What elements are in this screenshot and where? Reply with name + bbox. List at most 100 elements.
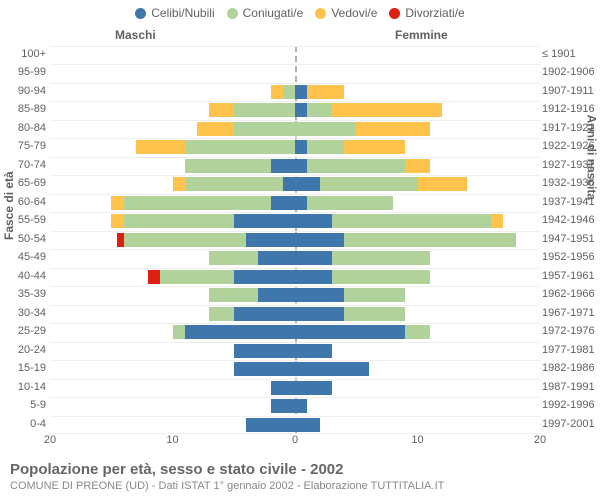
bar-male [117,233,295,247]
legend-label: Celibi/Nubili [151,6,214,20]
bar-segment [148,270,160,284]
bar-female [295,177,467,191]
bar-segment [295,270,332,284]
bar-segment [295,233,344,247]
age-row: 100+≤ 1901 [50,46,540,64]
age-label: 100+ [0,48,46,60]
age-row: 10-141987-1991 [50,379,540,397]
bar-segment [295,399,307,413]
x-tick-label: 20 [534,434,546,446]
age-row: 50-541947-1951 [50,231,540,249]
bar-segment [246,233,295,247]
bar-female [295,85,344,99]
bar-female [295,418,320,432]
bar-segment [295,122,356,136]
bar-segment [307,85,344,99]
age-label: 0-4 [0,418,46,430]
bar-segment [160,270,234,284]
age-label: 85-89 [0,103,46,115]
bar-segment [295,251,332,265]
legend-item: Vedovi/e [315,6,377,20]
bar-segment [111,196,123,210]
bar-female [295,362,369,376]
legend-label: Coniugati/e [243,6,304,20]
bar-segment [234,214,295,228]
bar-segment [124,196,271,210]
bar-segment [173,325,185,339]
bar-segment [295,362,369,376]
age-label: 35-39 [0,288,46,300]
age-row: 45-491952-1956 [50,249,540,267]
bar-segment [307,159,405,173]
bar-female [295,233,516,247]
age-label: 15-19 [0,362,46,374]
chart-container: Celibi/Nubili Coniugati/e Vedovi/e Divorzia… [0,0,600,500]
birth-year-label: 1937-1941 [542,196,598,208]
legend-item: Divorziati/e [389,6,464,20]
bar-segment [491,214,503,228]
bar-segment [234,270,295,284]
bar-segment [234,344,295,358]
bar-segment [405,159,430,173]
bar-segment [197,122,234,136]
bar-male [173,177,296,191]
bar-segment [332,214,491,228]
plot-area: 100+≤ 190195-991902-190690-941907-191185… [50,46,540,434]
bar-segment [344,233,516,247]
bar-segment [209,307,234,321]
bar-male [271,85,296,99]
bar-segment [295,307,344,321]
birth-year-label: 1957-1961 [542,270,598,282]
bar-segment [295,159,307,173]
bar-female [295,381,332,395]
age-label: 60-64 [0,196,46,208]
bar-segment [295,344,332,358]
age-label: 95-99 [0,66,46,78]
bar-segment [283,85,295,99]
x-tick-label: 10 [411,434,423,446]
legend-label: Vedovi/e [331,6,377,20]
legend-label: Divorziati/e [405,6,464,20]
bar-segment [246,418,295,432]
age-label: 5-9 [0,399,46,411]
bar-female [295,251,430,265]
birth-year-label: 1997-2001 [542,418,598,430]
bar-segment [185,325,295,339]
age-row: 90-941907-1911 [50,83,540,101]
bar-male [111,214,295,228]
bar-segment [295,196,307,210]
age-row: 80-841917-1921 [50,120,540,138]
birth-year-label: 1917-1921 [542,122,598,134]
birth-year-label: 1962-1966 [542,288,598,300]
bar-segment [234,307,295,321]
bar-female [295,196,393,210]
male-label: Maschi [115,28,156,42]
bar-segment [185,177,283,191]
age-row: 5-91992-1996 [50,397,540,415]
bar-segment [320,177,418,191]
legend-swatch [389,8,400,19]
bar-female [295,399,307,413]
bar-segment [344,288,405,302]
bar-segment [283,177,295,191]
bar-female [295,325,430,339]
birth-year-label: 1992-1996 [542,399,598,411]
age-row: 55-591942-1946 [50,212,540,230]
birth-year-label: 1952-1956 [542,251,598,263]
age-row: 35-391962-1966 [50,286,540,304]
bar-segment [136,140,185,154]
bar-segment [356,122,430,136]
birth-year-label: 1912-1916 [542,103,598,115]
age-row: 85-891912-1916 [50,101,540,119]
legend-swatch [135,8,146,19]
age-row: 95-991902-1906 [50,64,540,82]
legend-item: Coniugati/e [227,6,304,20]
age-row: 40-441957-1961 [50,268,540,286]
bar-male [148,270,295,284]
age-row: 25-291972-1976 [50,323,540,341]
x-tick-label: 10 [166,434,178,446]
bar-female [295,159,430,173]
footer: Popolazione per età, sesso e stato civil… [10,461,590,492]
birth-year-label: ≤ 1901 [542,48,598,60]
age-label: 10-14 [0,381,46,393]
